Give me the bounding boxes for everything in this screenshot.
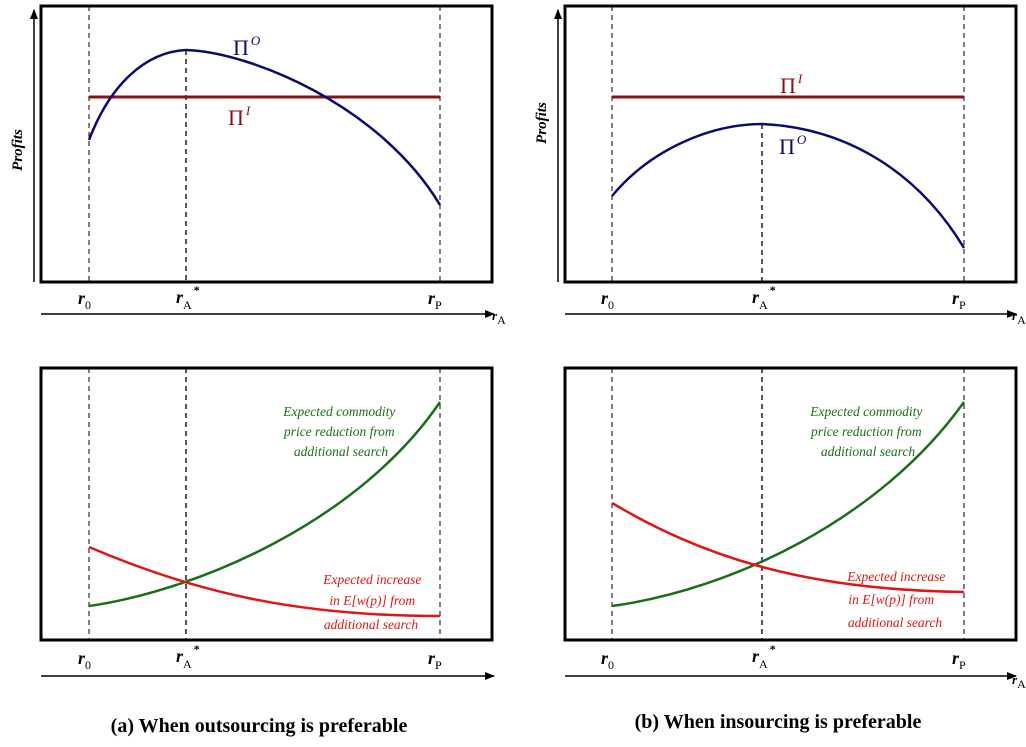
panel-b-red-note: Expected increase in E[w(p)] from additi… [846,569,948,630]
panel-b-top-rp-label: rP [952,288,966,312]
panel-a-bottom-frame [39,366,494,642]
panel-b-red-curve [611,501,965,594]
panel-a-top-r0-label: r0 [78,288,91,312]
panel-a-bottom-ra-label: rA* [176,642,200,671]
panel-b-green-curve [611,401,966,608]
panel-a-top-axis-var: rA [492,308,506,327]
panel-b-search-chart: Expected commodity price reduction from … [563,366,1026,691]
panel-a-red-note: Expected increase in E[w(p)] from additi… [322,572,424,632]
panel-b-caption: (b) When insourcing is preferable [635,711,922,733]
panel-b-bottom-frame [563,366,1018,642]
panel-a-red-curve [88,545,441,618]
panel-b-bottom-rp-label: rP [952,648,966,672]
panel-b-profits-label: Profits [534,102,550,144]
panel-b-bottom-axis-var: rA [1012,672,1026,691]
panel-a-search-chart: Expected commodity price reduction from … [39,366,495,680]
panel-a-top-frame [39,4,494,284]
panel-b-bottom-r0-label: r0 [601,648,614,672]
panel-b-top-ra-label: rA* [752,283,776,312]
panel-b-bottom-ra-label: rA* [752,642,776,671]
panel-a-bottom-rp-label: rP [428,648,442,672]
panel-b-top-r0-label: r0 [601,288,614,312]
panel-a-top-ra-label: rA* [176,283,200,312]
panel-a-top-rp-label: rP [428,288,442,312]
panel-b-top-axis-var: rA [1012,308,1026,327]
panel-a-green-note: Expected commodity price reduction from … [282,404,398,459]
panel-b-top-frame [563,4,1018,284]
panel-a-bottom-r0-label: r0 [78,648,91,672]
panel-a-pi-o-curve [87,48,442,206]
panel-a-profits-label: Profits [10,129,26,171]
panel-b-green-note: Expected commodity price reduction from … [809,404,925,459]
panel-a-green-curve [88,401,442,608]
panel-a-caption: (a) When outsourcing is preferable [111,715,408,737]
panel-b-pi-o-curve [611,122,966,249]
